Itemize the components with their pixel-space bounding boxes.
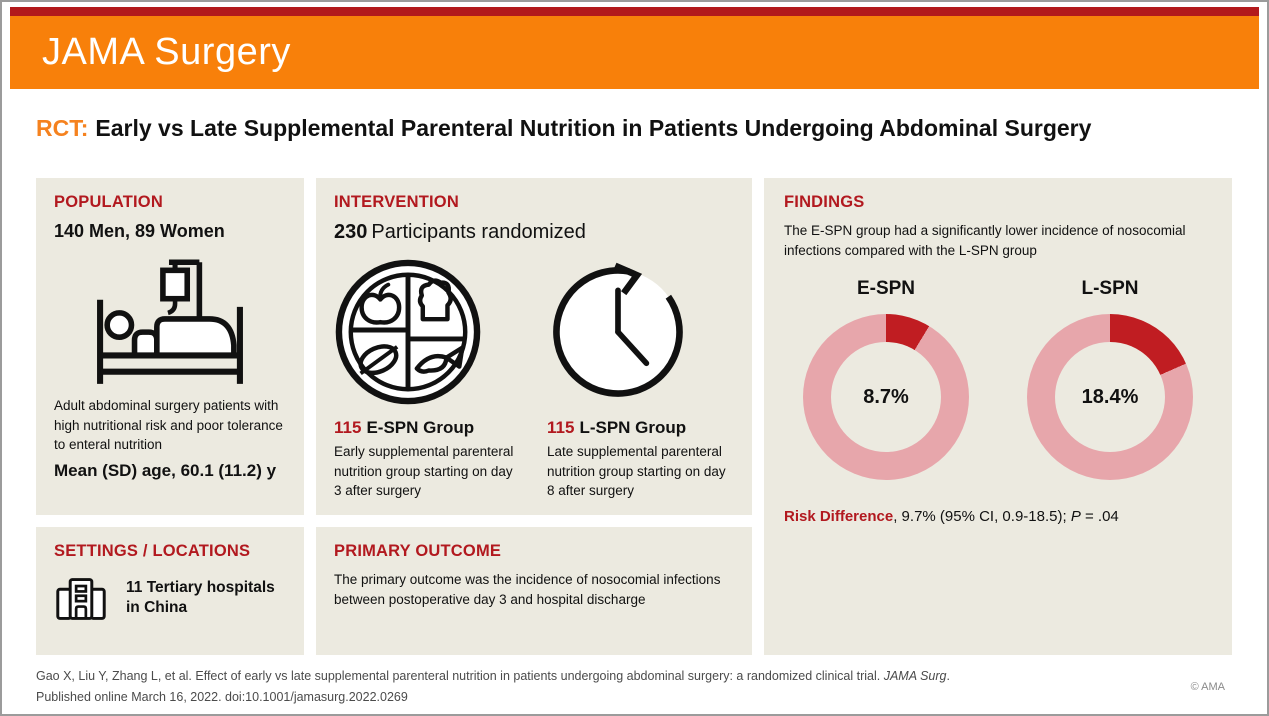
citation: Gao X, Liu Y, Zhang L, et al. Effect of …: [36, 666, 950, 707]
donut-charts: E-SPN 8.7% L-SPN 18.4%: [784, 278, 1212, 481]
citation-journal: JAMA Surg: [883, 669, 947, 684]
lspn-group-description: Late supplemental parenteral nutrition g…: [547, 444, 726, 499]
top-red-strip: [10, 7, 1259, 16]
settings-heading: SETTINGS / LOCATIONS: [54, 542, 251, 561]
masthead: JAMA Surgery: [10, 16, 1259, 89]
findings-panel: FINDINGS The E-SPN group had a significa…: [764, 178, 1232, 656]
risk-difference-line: Risk Difference, 9.7% (95% CI, 0.9-18.5)…: [784, 508, 1212, 525]
settings-text: 11 Tertiary hospitals in China: [126, 579, 275, 616]
risk-difference-value: , 9.7% (95% CI, 0.9-18.5);: [893, 508, 1071, 526]
journal-title: JAMA Surgery: [42, 31, 291, 73]
primary-outcome-panel: PRIMARY OUTCOME The primary outcome was …: [316, 527, 752, 656]
espn-group-title: 115 E-SPN Group: [334, 418, 521, 438]
footer: Gao X, Liu Y, Zhang L, et al. Effect of …: [36, 666, 1233, 707]
lspn-donut-value: 18.4%: [1055, 342, 1165, 453]
randomized-count: 230: [334, 221, 368, 244]
panels-grid: POPULATION 140 Men, 89 Women: [36, 178, 1233, 656]
population-heading: POPULATION: [54, 193, 163, 212]
copyright-notice: © AMA: [1190, 681, 1225, 694]
settings-panel: SETTINGS / LOCATIONS 11 Tertiary hospita…: [36, 527, 304, 656]
study-title: Early vs Late Supplemental Parenteral Nu…: [95, 115, 1092, 141]
lspn-group-name: L-SPN Group: [579, 418, 687, 438]
lspn-donut-chart: 18.4%: [1027, 314, 1193, 481]
findings-summary: The E-SPN group had a significantly lowe…: [784, 223, 1186, 258]
risk-difference-label: Risk Difference: [784, 508, 894, 526]
p-value: = .04: [1080, 508, 1119, 526]
population-age: Mean (SD) age, 60.1 (11.2) y: [54, 460, 277, 480]
population-description: Adult abdominal surgery patients with hi…: [54, 398, 283, 453]
patient-in-bed-icon: [97, 259, 243, 385]
lspn-group-title: 115 L-SPN Group: [547, 418, 734, 438]
citation-period: .: [946, 669, 950, 684]
espn-group-description: Early supplemental parenteral nutrition …: [334, 444, 514, 499]
findings-heading: FINDINGS: [784, 193, 865, 212]
primary-outcome-text: The primary outcome was the incidence of…: [334, 572, 721, 607]
study-headline: RCT: Early vs Late Supplemental Parentera…: [36, 115, 1233, 141]
p-symbol: P: [1070, 508, 1081, 526]
primary-outcome-heading: PRIMARY OUTCOME: [334, 542, 502, 561]
espn-donut-label: E-SPN: [856, 278, 916, 300]
study-type-tag: RCT:: [36, 115, 89, 141]
intervention-panel: INTERVENTION 230 Participants randomized: [316, 178, 752, 516]
lspn-donut-label: L-SPN: [1081, 278, 1139, 300]
espn-donut-column: E-SPN 8.7%: [788, 278, 984, 481]
population-demographics: 140 Men, 89 Women: [54, 221, 225, 242]
hospital-icon: [56, 578, 106, 621]
food-plate-icon: [335, 260, 481, 405]
randomized-count-line: 230 Participants randomized: [334, 221, 734, 244]
randomized-label: Participants randomized: [371, 221, 586, 244]
espn-donut-value: 8.7%: [831, 342, 941, 453]
clock-icon: [553, 263, 683, 398]
citation-line1: Gao X, Liu Y, Zhang L, et al. Effect of …: [36, 669, 884, 684]
espn-group-column: 115 E-SPN Group Early supplemental parent…: [334, 256, 521, 500]
espn-group-n: 115: [334, 418, 362, 438]
citation-line2: Published online March 16, 2022. doi:10.…: [36, 690, 408, 705]
lspn-donut-column: L-SPN 18.4%: [1012, 278, 1208, 481]
lspn-group-n: 115: [547, 418, 575, 438]
intervention-heading: INTERVENTION: [334, 193, 459, 212]
espn-donut-chart: 8.7%: [803, 314, 969, 481]
population-panel: POPULATION 140 Men, 89 Women: [36, 178, 304, 516]
espn-group-name: E-SPN Group: [366, 418, 475, 438]
lspn-group-column: 115 L-SPN Group Late supplemental parente…: [547, 256, 734, 500]
